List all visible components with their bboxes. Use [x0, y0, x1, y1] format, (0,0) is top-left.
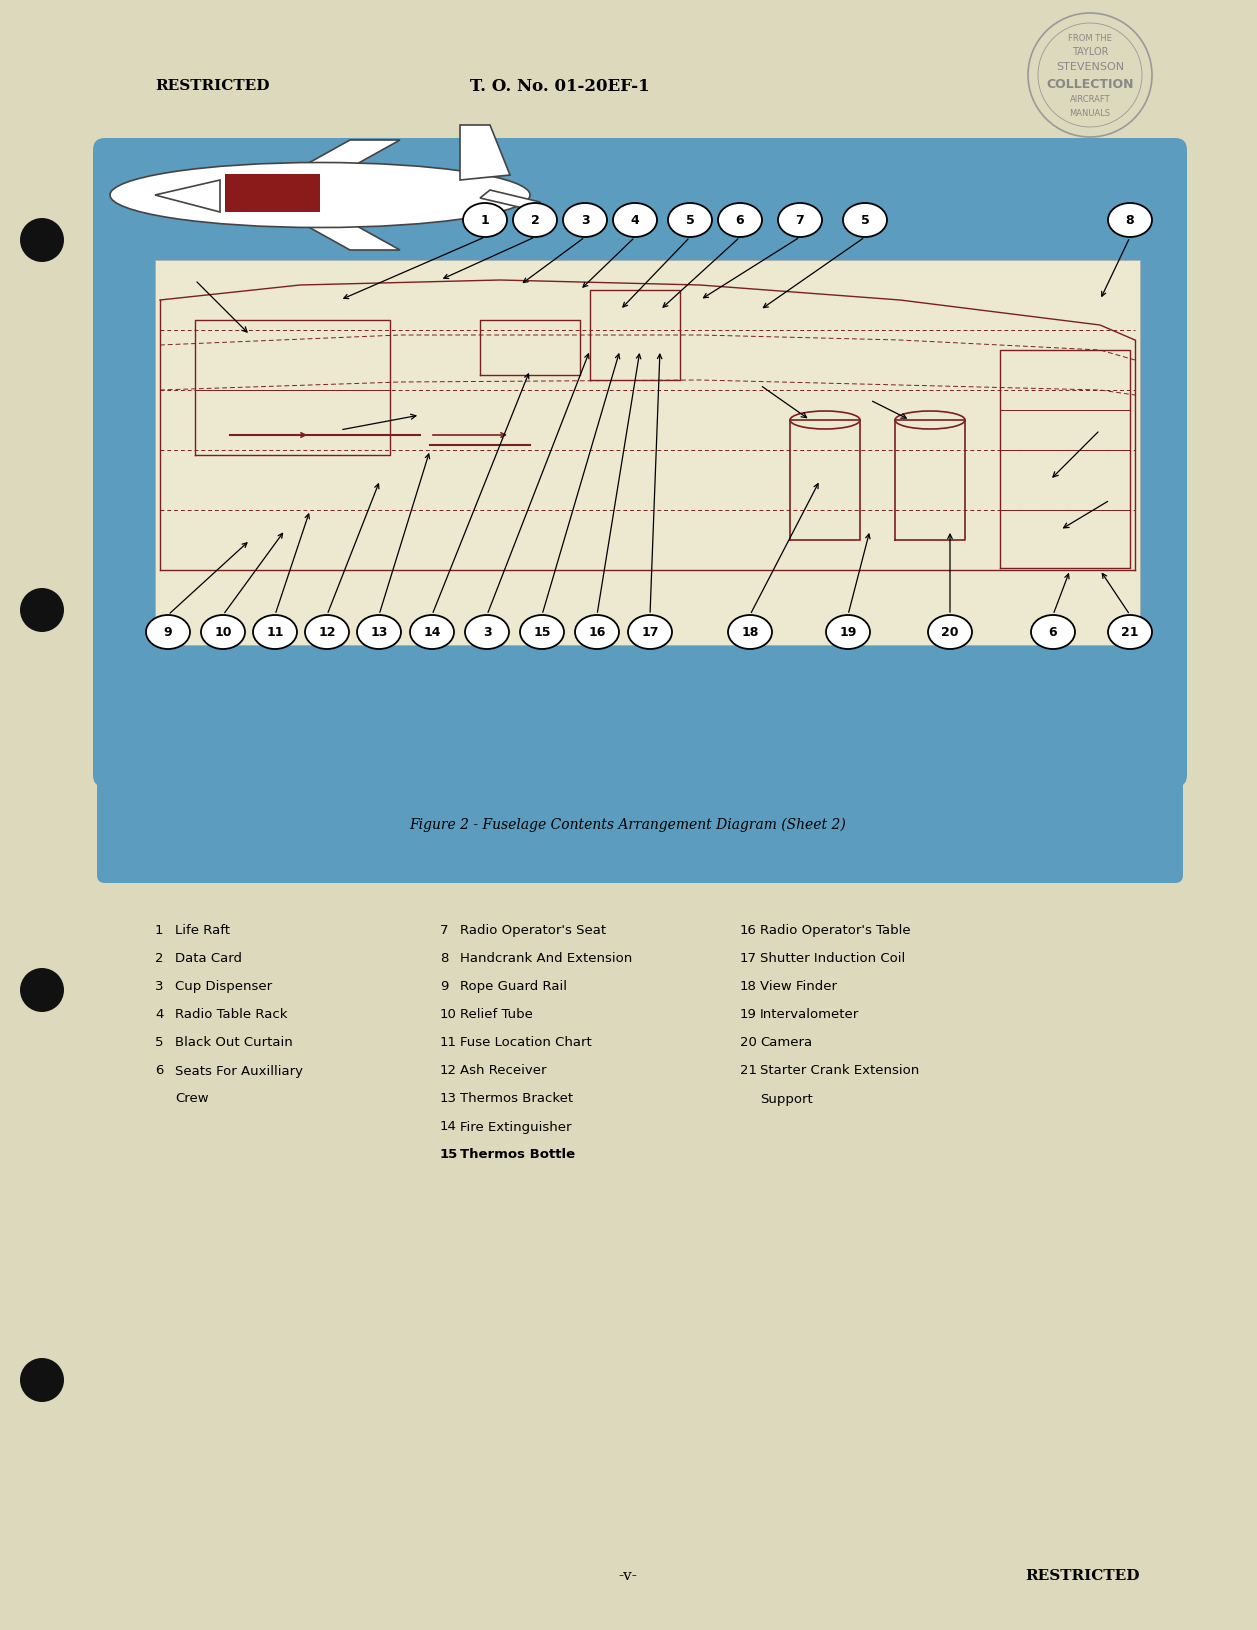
Ellipse shape: [146, 616, 190, 650]
Text: 6: 6: [155, 1064, 163, 1077]
FancyBboxPatch shape: [93, 139, 1187, 787]
Text: Crew: Crew: [175, 1092, 209, 1105]
Text: Starter Crank Extension: Starter Crank Extension: [760, 1064, 919, 1077]
Text: 5: 5: [861, 215, 870, 227]
Text: Intervalometer: Intervalometer: [760, 1007, 860, 1020]
Text: Ash Receiver: Ash Receiver: [460, 1064, 547, 1077]
Text: 21: 21: [740, 1064, 757, 1077]
Ellipse shape: [201, 616, 245, 650]
Text: 7: 7: [440, 924, 449, 937]
Text: 13: 13: [371, 626, 387, 639]
Text: 18: 18: [740, 980, 757, 993]
Text: AIRCRAFT: AIRCRAFT: [1070, 95, 1110, 103]
Ellipse shape: [463, 204, 507, 238]
Text: MANUALS: MANUALS: [1070, 109, 1111, 117]
Text: 18: 18: [742, 626, 759, 639]
Text: 12: 12: [318, 626, 336, 639]
Text: 8: 8: [440, 952, 449, 965]
Text: 20: 20: [740, 1035, 757, 1048]
Text: 4: 4: [631, 215, 640, 227]
Text: 4: 4: [155, 1007, 163, 1020]
Ellipse shape: [928, 616, 972, 650]
Text: Radio Table Rack: Radio Table Rack: [175, 1007, 288, 1020]
Text: 1: 1: [480, 215, 489, 227]
Text: Rope Guard Rail: Rope Guard Rail: [460, 980, 567, 993]
Ellipse shape: [513, 204, 557, 238]
Text: Fire Extinguisher: Fire Extinguisher: [460, 1120, 572, 1133]
Ellipse shape: [667, 204, 711, 238]
Ellipse shape: [357, 616, 401, 650]
Polygon shape: [155, 181, 220, 214]
Text: 11: 11: [440, 1035, 458, 1048]
Ellipse shape: [778, 204, 822, 238]
Text: 15: 15: [440, 1148, 459, 1161]
Ellipse shape: [305, 616, 349, 650]
Polygon shape: [460, 126, 510, 181]
Text: Figure 2 - Fuselage Contents Arrangement Diagram (Sheet 2): Figure 2 - Fuselage Contents Arrangement…: [410, 817, 846, 831]
Ellipse shape: [1107, 204, 1151, 238]
Text: Thermos Bracket: Thermos Bracket: [460, 1092, 573, 1105]
Text: 5: 5: [685, 215, 694, 227]
Text: 17: 17: [641, 626, 659, 639]
Text: Camera: Camera: [760, 1035, 812, 1048]
Ellipse shape: [843, 204, 887, 238]
Text: Thermos Bottle: Thermos Bottle: [460, 1148, 576, 1161]
Text: 14: 14: [440, 1120, 456, 1133]
Circle shape: [20, 218, 64, 262]
Text: 3: 3: [483, 626, 491, 639]
Text: 17: 17: [740, 952, 757, 965]
Text: Seats For Auxilliary: Seats For Auxilliary: [175, 1064, 303, 1077]
Text: T. O. No. 01-20EF-1: T. O. No. 01-20EF-1: [470, 78, 650, 95]
Text: 10: 10: [214, 626, 231, 639]
Text: FROM THE: FROM THE: [1068, 34, 1112, 42]
Text: Fuse Location Chart: Fuse Location Chart: [460, 1035, 592, 1048]
Text: Relief Tube: Relief Tube: [460, 1007, 533, 1020]
Ellipse shape: [520, 616, 564, 650]
Text: Radio Operator's Table: Radio Operator's Table: [760, 924, 910, 937]
FancyBboxPatch shape: [225, 174, 321, 214]
Ellipse shape: [628, 616, 672, 650]
Text: 3: 3: [155, 980, 163, 993]
Ellipse shape: [574, 616, 618, 650]
Text: 16: 16: [588, 626, 606, 639]
Polygon shape: [260, 140, 400, 191]
Text: 6: 6: [735, 215, 744, 227]
Ellipse shape: [826, 616, 870, 650]
Text: Shutter Induction Coil: Shutter Induction Coil: [760, 952, 905, 965]
Ellipse shape: [613, 204, 657, 238]
Circle shape: [20, 588, 64, 632]
Text: 11: 11: [266, 626, 284, 639]
Text: 9: 9: [440, 980, 449, 993]
Text: 1: 1: [155, 924, 163, 937]
Ellipse shape: [465, 616, 509, 650]
Text: 14: 14: [424, 626, 441, 639]
Text: 3: 3: [581, 215, 590, 227]
Ellipse shape: [728, 616, 772, 650]
Text: Life Raft: Life Raft: [175, 924, 230, 937]
Text: -v-: -v-: [618, 1568, 637, 1583]
Ellipse shape: [410, 616, 454, 650]
Text: 19: 19: [740, 1007, 757, 1020]
Text: Support: Support: [760, 1092, 813, 1105]
Text: Handcrank And Extension: Handcrank And Extension: [460, 952, 632, 965]
FancyBboxPatch shape: [155, 261, 1140, 645]
Text: 21: 21: [1121, 626, 1139, 639]
FancyBboxPatch shape: [97, 768, 1183, 883]
Text: 13: 13: [440, 1092, 458, 1105]
Circle shape: [20, 1358, 64, 1402]
Text: 5: 5: [155, 1035, 163, 1048]
Text: Data Card: Data Card: [175, 952, 243, 965]
Ellipse shape: [563, 204, 607, 238]
Text: Radio Operator's Seat: Radio Operator's Seat: [460, 924, 606, 937]
Text: 2: 2: [530, 215, 539, 227]
Text: 12: 12: [440, 1064, 458, 1077]
Ellipse shape: [253, 616, 297, 650]
Text: RESTRICTED: RESTRICTED: [1026, 1568, 1140, 1583]
Text: Black Out Curtain: Black Out Curtain: [175, 1035, 293, 1048]
Text: 9: 9: [163, 626, 172, 639]
Circle shape: [20, 968, 64, 1012]
Text: Cup Dispenser: Cup Dispenser: [175, 980, 272, 993]
Text: 2: 2: [155, 952, 163, 965]
Ellipse shape: [718, 204, 762, 238]
